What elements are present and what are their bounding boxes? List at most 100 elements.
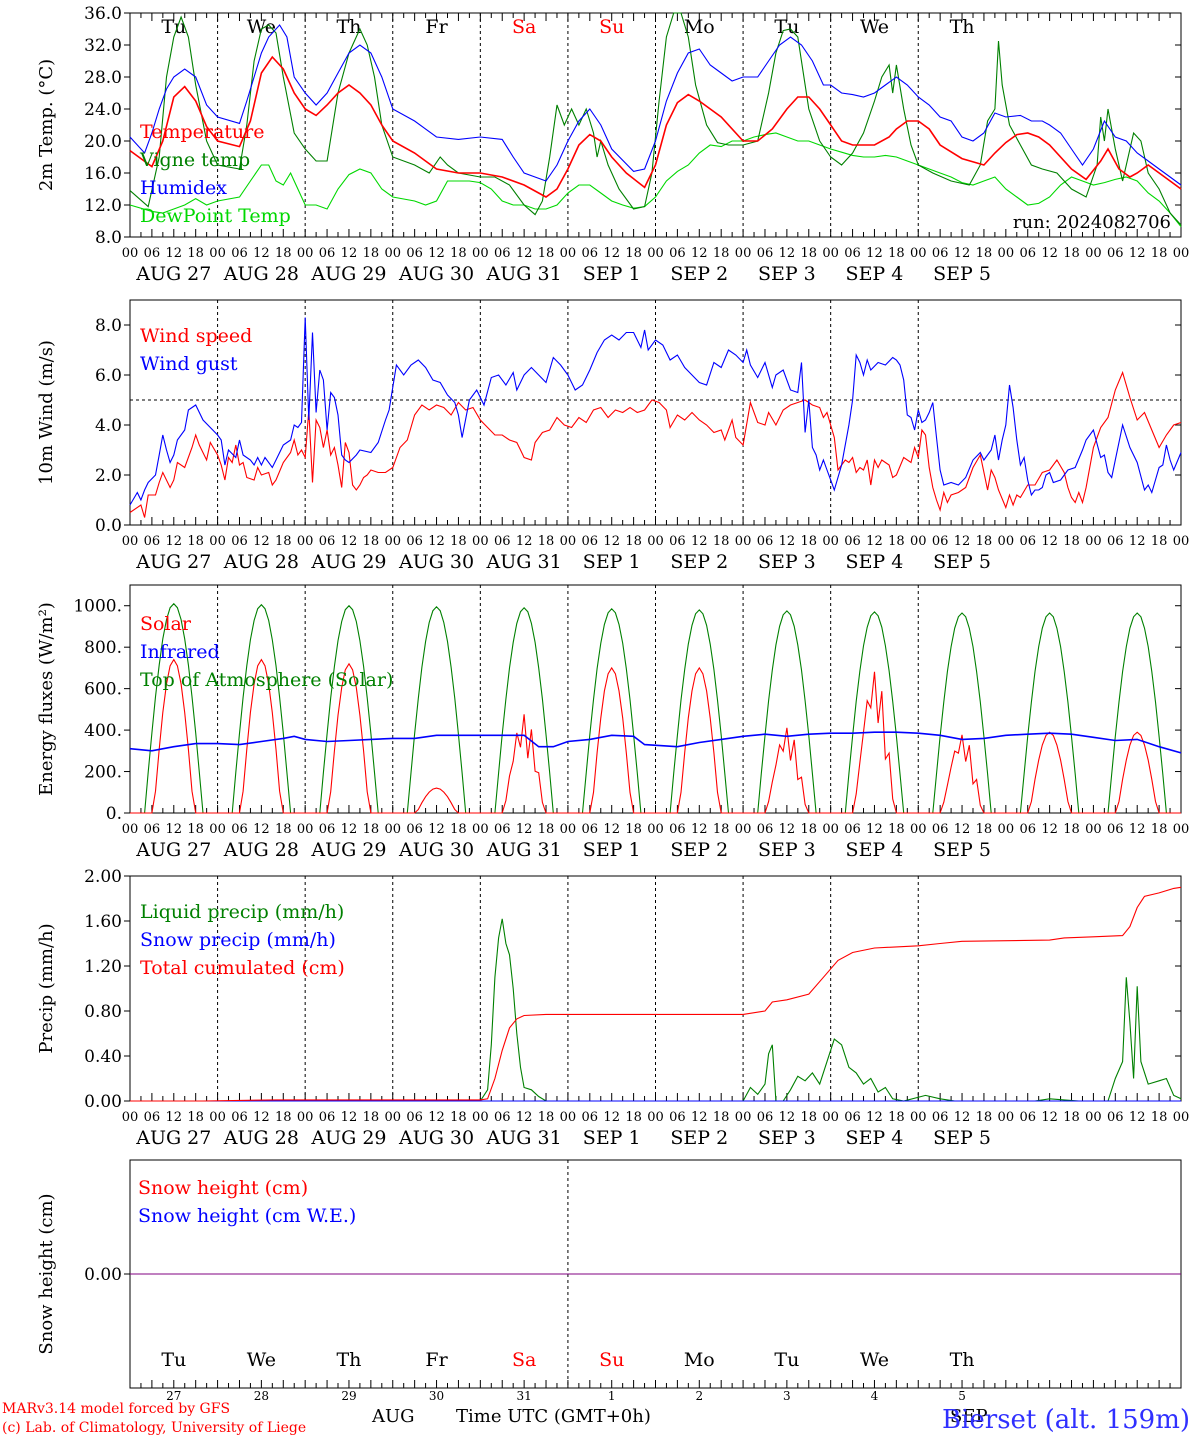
hour-label: 06 bbox=[231, 1110, 248, 1125]
hour-label: 18 bbox=[713, 1110, 730, 1125]
hour-label: 06 bbox=[231, 534, 248, 549]
weekday-label: Su bbox=[599, 1349, 624, 1371]
hour-label: 18 bbox=[450, 246, 467, 261]
hour-label: 12 bbox=[603, 246, 620, 261]
month-aug: AUG bbox=[371, 1406, 415, 1427]
day-label: AUG 31 bbox=[486, 263, 562, 285]
hour-label: 18 bbox=[275, 1110, 292, 1125]
day-label: AUG 29 bbox=[310, 263, 386, 285]
hour-label: 06 bbox=[494, 822, 511, 837]
hour-label: 00 bbox=[910, 534, 927, 549]
weekday-label: Su bbox=[599, 16, 624, 38]
legend-liquid-precip-mm-h-: Liquid precip (mm/h) bbox=[140, 901, 344, 923]
hour-label: 00 bbox=[472, 1110, 489, 1125]
hour-label: 06 bbox=[757, 1110, 774, 1125]
snow-panel: 0.00 Snow height (cm) Tu We Th Fr Sa Su Mo Tu We Th… bbox=[36, 1159, 1182, 1403]
day-number: 1 bbox=[608, 1389, 616, 1403]
hour-label: 00 bbox=[384, 246, 401, 261]
day-label: SEP 3 bbox=[758, 263, 816, 285]
weekday-label: Fr bbox=[425, 16, 448, 38]
day-number: 28 bbox=[254, 1389, 269, 1403]
hour-label: 12 bbox=[954, 246, 971, 261]
legend-snow-height-cm-w-e-: Snow height (cm W.E.) bbox=[138, 1205, 356, 1227]
hour-label: 18 bbox=[363, 246, 380, 261]
hour-label: 18 bbox=[538, 1110, 555, 1125]
hour-label: 00 bbox=[647, 534, 664, 549]
day-label: AUG 28 bbox=[223, 1127, 299, 1149]
hour-label: 12 bbox=[603, 1110, 620, 1125]
day-number: 5 bbox=[958, 1389, 966, 1403]
day-label: SEP 4 bbox=[846, 263, 904, 285]
hour-label: 12 bbox=[341, 1110, 358, 1125]
y-tick-label: 0.0 bbox=[95, 516, 122, 536]
weekday-label: Mo bbox=[684, 1349, 715, 1371]
hour-label: 06 bbox=[757, 246, 774, 261]
series-line-wind-gust bbox=[129, 317, 1182, 506]
hour-label: 00 bbox=[735, 1110, 752, 1125]
hour-label: 00 bbox=[384, 534, 401, 549]
hour-label: 12 bbox=[954, 822, 971, 837]
hour-label: 12 bbox=[253, 534, 270, 549]
hour-label: 00 bbox=[735, 246, 752, 261]
weekday-label: Mo bbox=[684, 16, 715, 38]
hour-label: 00 bbox=[297, 1110, 314, 1125]
hour-label: 18 bbox=[187, 822, 204, 837]
day-label: SEP 5 bbox=[933, 1127, 991, 1149]
day-label: AUG 30 bbox=[398, 1127, 474, 1149]
hour-label: 06 bbox=[319, 246, 336, 261]
hour-label: 06 bbox=[406, 822, 423, 837]
hour-label: 06 bbox=[319, 822, 336, 837]
series-line-liquid-precip-mm-h- bbox=[130, 918, 1182, 1102]
hour-label: 06 bbox=[1019, 1110, 1036, 1125]
hour-label: 18 bbox=[538, 534, 555, 549]
weekday-label: Th bbox=[950, 16, 975, 38]
day-label: SEP 3 bbox=[758, 839, 816, 861]
day-number: 2 bbox=[695, 1389, 703, 1403]
hour-label: 18 bbox=[888, 822, 905, 837]
hour-label: 00 bbox=[1173, 822, 1190, 837]
hour-label: 18 bbox=[363, 1110, 380, 1125]
weekday-label: We bbox=[247, 16, 276, 38]
weekday-label: We bbox=[860, 1349, 889, 1371]
hour-label: 12 bbox=[428, 534, 445, 549]
hour-label: 18 bbox=[625, 822, 642, 837]
hour-label: 00 bbox=[472, 246, 489, 261]
hour-label: 18 bbox=[625, 1110, 642, 1125]
y-tick-label: 1000. bbox=[73, 597, 122, 617]
y-tick-label: 0. bbox=[106, 804, 122, 824]
hour-label: 12 bbox=[1129, 534, 1146, 549]
hour-label: 18 bbox=[187, 534, 204, 549]
hour-label: 00 bbox=[209, 822, 226, 837]
hour-label: 12 bbox=[1129, 1110, 1146, 1125]
hour-label: 12 bbox=[866, 1110, 883, 1125]
hour-label: 12 bbox=[691, 534, 708, 549]
hour-label: 00 bbox=[384, 822, 401, 837]
hour-label: 00 bbox=[472, 822, 489, 837]
hour-label: 12 bbox=[779, 1110, 796, 1125]
y-tick-label: 20.0 bbox=[84, 132, 122, 152]
hour-label: 06 bbox=[494, 1110, 511, 1125]
hour-label: 18 bbox=[976, 822, 993, 837]
legend-wind-speed: Wind speed bbox=[140, 325, 252, 347]
weekday-label: Sa bbox=[512, 1349, 536, 1371]
hour-label: 06 bbox=[669, 534, 686, 549]
legend-solar: Solar bbox=[140, 613, 192, 635]
hour-label: 06 bbox=[582, 534, 599, 549]
day-label: SEP 5 bbox=[933, 839, 991, 861]
day-number: 30 bbox=[429, 1389, 444, 1403]
hour-label: 06 bbox=[932, 246, 949, 261]
series-line-humidex bbox=[129, 24, 1182, 186]
day-label: AUG 30 bbox=[398, 551, 474, 573]
day-label: AUG 27 bbox=[135, 263, 211, 285]
y-axis-label: 2m Temp. (°C) bbox=[36, 59, 57, 191]
hour-label: 00 bbox=[647, 822, 664, 837]
hour-label: 18 bbox=[1151, 822, 1168, 837]
hour-label: 00 bbox=[1085, 246, 1102, 261]
hour-label: 06 bbox=[494, 534, 511, 549]
day-label: SEP 2 bbox=[670, 263, 728, 285]
hour-label: 00 bbox=[297, 822, 314, 837]
legend-top-of-atmosphere-solar-: Top of Atmosphere (Solar) bbox=[140, 669, 393, 691]
hour-label: 00 bbox=[560, 822, 577, 837]
day-label: AUG 27 bbox=[135, 551, 211, 573]
